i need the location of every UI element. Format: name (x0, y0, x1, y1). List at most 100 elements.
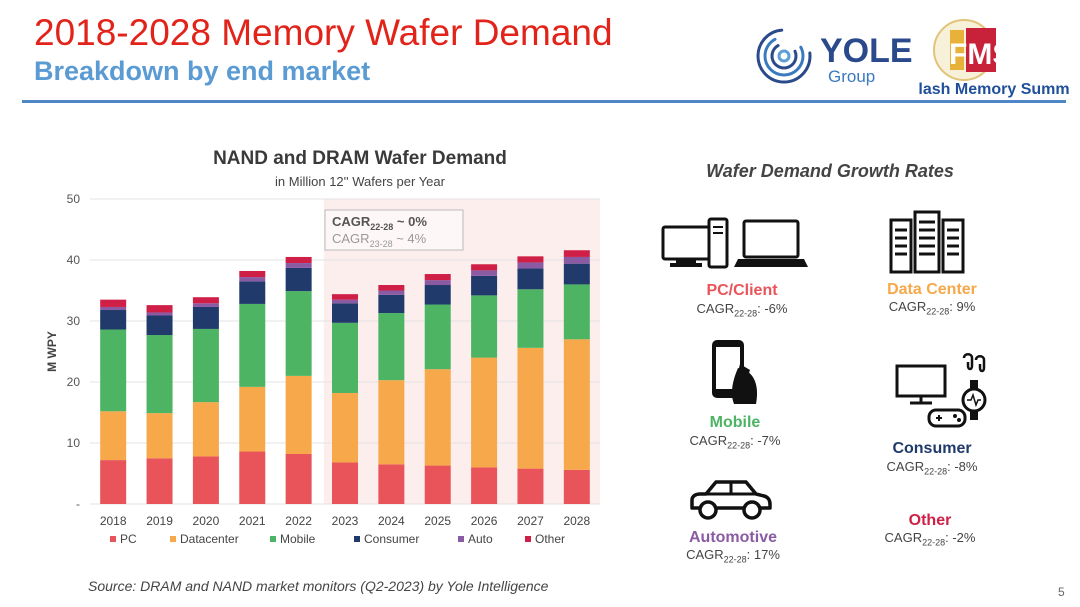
yole-logo-sub: Group (828, 67, 875, 86)
bar-segment-datacenter-2021 (239, 386, 266, 452)
x-tick-label: 2026 (471, 514, 498, 528)
bar-segment-datacenter-2026 (471, 357, 498, 468)
page-subtitle: Breakdown by end market (34, 56, 371, 86)
segment-label-data-center: Data Center (887, 281, 977, 298)
server-icon (889, 210, 965, 274)
fms-logo-letters: FMS (949, 38, 1012, 71)
legend-label-mobile: Mobile (280, 532, 316, 546)
bar-segment-consumer-2027 (517, 268, 544, 290)
segment-label-pc-client: PC/Client (706, 282, 778, 299)
bar-segment-auto-2023 (332, 299, 358, 304)
legend-label-other: Other (535, 532, 565, 546)
legend-label-consumer: Consumer (364, 532, 419, 546)
page-title: 2018-2028 Memory Wafer Demand (34, 12, 613, 53)
bar-segment-pc-2023 (332, 462, 358, 504)
bar-segment-other-2018 (100, 299, 127, 307)
cagr-annotation-primary: CAGR22-28 ~ 0% (332, 214, 427, 232)
x-tick-label: 2018 (100, 514, 127, 528)
legend-swatch-auto (458, 536, 464, 542)
yole-logo-mark (756, 28, 812, 84)
growth-rates-title: Wafer Demand Growth Rates (706, 161, 954, 181)
bar-segment-consumer-2024 (378, 294, 405, 314)
yole-logo: YOLE Group (756, 28, 913, 86)
legend-swatch-mobile (270, 536, 276, 542)
y-tick-label: 50 (67, 192, 81, 206)
legend-swatch-other (525, 536, 531, 542)
segment-cagr-other: CAGR22-28: -2% (884, 530, 976, 548)
y-tick-label: 10 (67, 436, 81, 450)
bar-segment-auto-2025 (424, 280, 451, 286)
source-note: Source: DRAM and NAND market monitors (Q… (88, 578, 549, 594)
bar-segment-auto-2026 (471, 270, 498, 276)
bar-segment-mobile-2028 (563, 284, 590, 340)
bar-segment-auto-2022 (285, 263, 312, 268)
fms-logo-text: Flash Memory Summit (918, 81, 1070, 98)
chart-subtitle: in Million 12'' Wafers per Year (275, 174, 445, 189)
x-tick-label: 2024 (378, 514, 405, 528)
segment-cagr-mobile: CAGR22-28: -7% (689, 433, 781, 451)
x-tick-label: 2027 (517, 514, 544, 528)
bar-segment-consumer-2021 (239, 281, 266, 304)
bar-segment-consumer-2022 (285, 267, 312, 292)
segment-label-mobile: Mobile (709, 414, 761, 431)
bar-segment-pc-2028 (563, 469, 590, 504)
y-tick-label: 20 (67, 375, 81, 389)
bar-segment-auto-2027 (517, 262, 544, 269)
bar-segment-datacenter-2023 (332, 392, 358, 463)
bar-segment-mobile-2021 (239, 303, 266, 387)
x-tick-label: 2022 (285, 514, 312, 528)
bar-segment-auto-2024 (378, 290, 405, 295)
bar-segment-datacenter-2019 (146, 413, 173, 459)
bar-segment-pc-2020 (192, 456, 219, 504)
bar-segment-pc-2026 (471, 467, 498, 504)
bar-segment-auto-2020 (192, 303, 219, 307)
bar-segment-other-2021 (239, 270, 266, 278)
bar-segment-mobile-2023 (332, 322, 358, 393)
segment-cagr-consumer: CAGR22-28: -8% (886, 459, 978, 477)
segment-cagr-data-center: CAGR22-28: 9% (888, 299, 976, 317)
bar-segment-pc-2019 (146, 458, 173, 504)
legend-label-auto: Auto (468, 532, 493, 546)
bar-segment-other-2028 (563, 250, 590, 257)
car-icon (690, 480, 772, 520)
cagr-annotation-secondary: CAGR23-28 ~ 4% (332, 231, 427, 249)
bar-segment-mobile-2025 (424, 304, 451, 370)
y-axis-label: M WPY (45, 331, 59, 372)
bar-segment-auto-2021 (239, 277, 266, 282)
legend-label-pc: PC (120, 532, 137, 546)
phone-icon (712, 340, 758, 404)
bar-segment-consumer-2020 (192, 306, 219, 329)
x-tick-label: 2021 (239, 514, 266, 528)
bar-segment-other-2019 (146, 305, 173, 313)
bar-segment-mobile-2022 (285, 291, 312, 376)
consumer-devices-icon (895, 353, 987, 428)
bar-segment-mobile-2027 (517, 289, 544, 348)
x-tick-label: 2028 (563, 514, 590, 528)
header-divider (22, 100, 1066, 103)
bar-segment-other-2026 (471, 264, 498, 271)
bar-segment-pc-2018 (100, 460, 127, 504)
page-number: 5 (1058, 585, 1065, 599)
x-tick-label: 2019 (146, 514, 173, 528)
segment-label-consumer: Consumer (892, 440, 972, 457)
bar-segment-other-2027 (517, 256, 544, 263)
cagr-annotation-box (324, 209, 464, 251)
bar-segment-consumer-2025 (424, 285, 451, 305)
stacked-bar-chart: - 10 20 30 40 50 M WPY 2018 2019 2020 2021 2022 2023… (45, 192, 600, 546)
bar-segment-pc-2024 (378, 464, 405, 504)
segment-label-other: Other (908, 512, 952, 529)
legend-swatch-datacenter (170, 536, 176, 542)
x-tick-label: 2020 (193, 514, 220, 528)
bar-segment-datacenter-2020 (192, 402, 219, 457)
bar-segment-mobile-2020 (192, 328, 219, 403)
bar-segment-consumer-2028 (563, 263, 590, 285)
legend-swatch-pc (110, 536, 116, 542)
yole-logo-text: YOLE (820, 32, 913, 70)
chart-title: NAND and DRAM Wafer Demand (213, 148, 507, 169)
legend-label-datacenter: Datacenter (180, 532, 239, 546)
bar-segment-other-2022 (285, 256, 312, 264)
bar-segment-other-2023 (332, 294, 358, 300)
bar-segment-datacenter-2025 (424, 369, 451, 466)
bar-segment-pc-2022 (285, 453, 312, 504)
y-tick-label: 40 (67, 253, 81, 267)
